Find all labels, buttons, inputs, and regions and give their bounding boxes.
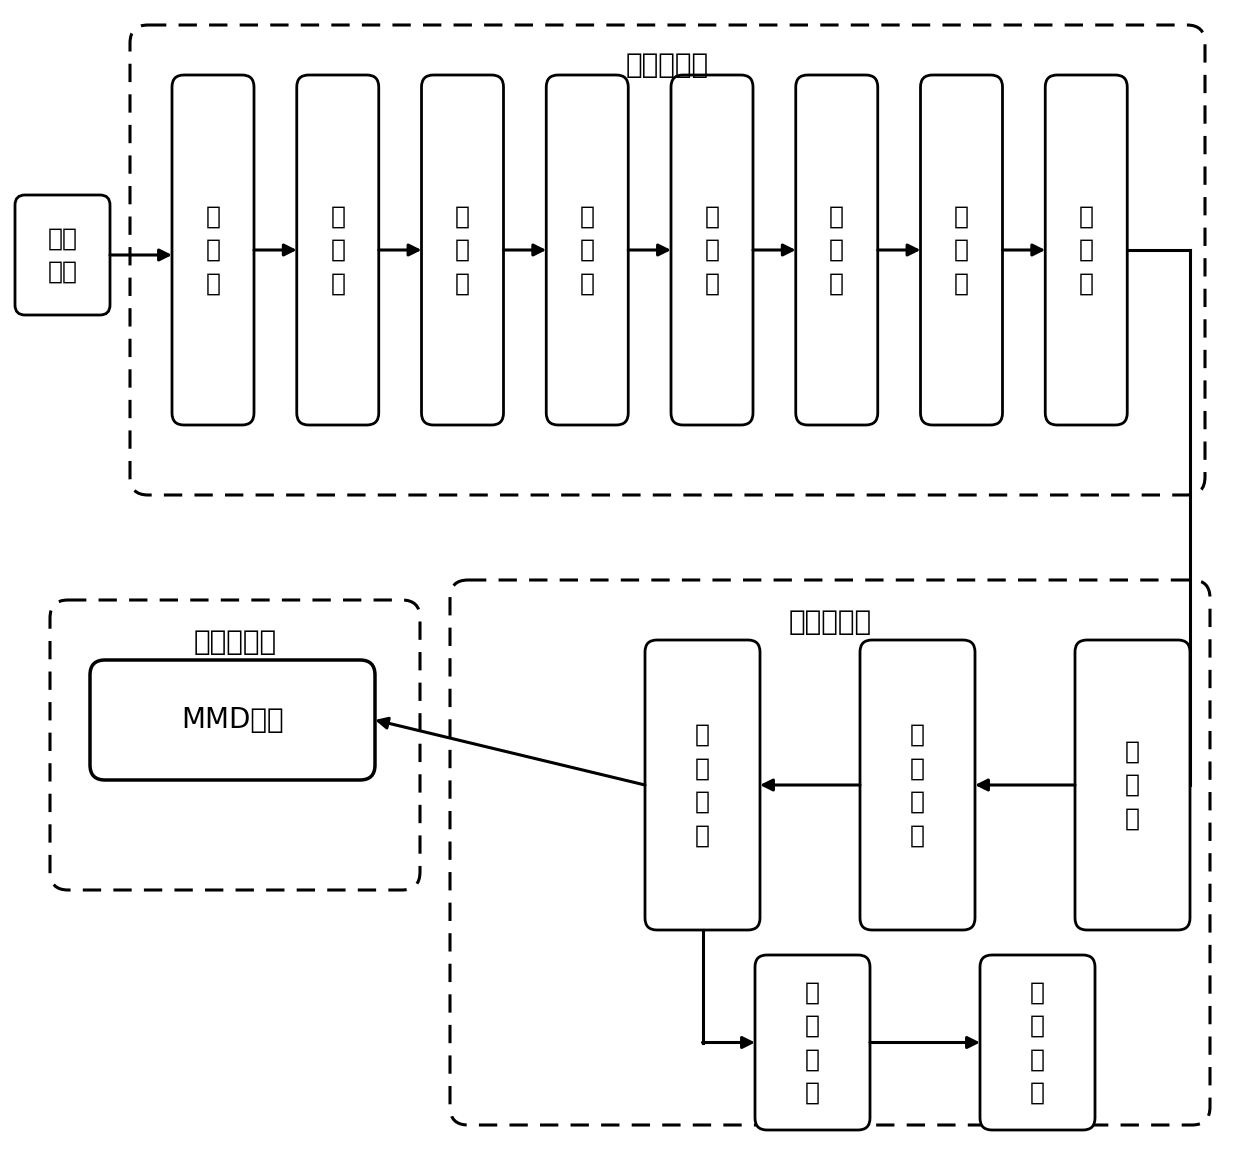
Text: 池
化
层: 池 化 层 <box>830 204 844 295</box>
Text: 卷
积
层: 卷 积 层 <box>455 204 470 295</box>
FancyBboxPatch shape <box>861 640 975 930</box>
Text: 输入
数据: 输入 数据 <box>47 226 77 284</box>
Text: 全
连
接
层: 全 连 接 层 <box>694 722 711 847</box>
FancyBboxPatch shape <box>920 75 1002 425</box>
Text: 卷
积
层: 卷 积 层 <box>704 204 719 295</box>
Text: 域适应模块: 域适应模块 <box>193 628 277 655</box>
Text: 状
态
识
别: 状 态 识 别 <box>1030 980 1045 1104</box>
Text: 特征提取器: 特征提取器 <box>626 51 709 78</box>
Text: 状态识别器: 状态识别器 <box>789 608 872 636</box>
FancyBboxPatch shape <box>796 75 878 425</box>
Text: 卷
积
层: 卷 积 层 <box>206 204 221 295</box>
FancyBboxPatch shape <box>172 75 254 425</box>
Text: 输
出
概
率: 输 出 概 率 <box>805 980 820 1104</box>
FancyBboxPatch shape <box>645 640 760 930</box>
Text: 平
铺
层: 平 铺 层 <box>1125 740 1140 831</box>
FancyBboxPatch shape <box>755 956 870 1130</box>
FancyBboxPatch shape <box>1075 640 1190 930</box>
FancyBboxPatch shape <box>91 660 374 780</box>
FancyBboxPatch shape <box>296 75 378 425</box>
FancyBboxPatch shape <box>547 75 629 425</box>
FancyBboxPatch shape <box>422 75 503 425</box>
Text: 卷
积
层: 卷 积 层 <box>954 204 968 295</box>
FancyBboxPatch shape <box>15 195 110 315</box>
FancyBboxPatch shape <box>980 956 1095 1130</box>
Text: 池
化
层: 池 化 层 <box>580 204 595 295</box>
FancyBboxPatch shape <box>1045 75 1127 425</box>
FancyBboxPatch shape <box>671 75 753 425</box>
Text: 池
化
层: 池 化 层 <box>1079 204 1094 295</box>
Text: 池
化
层: 池 化 层 <box>330 204 345 295</box>
Text: 全
连
接
层: 全 连 接 层 <box>910 722 925 847</box>
Text: MMD度量: MMD度量 <box>181 706 284 734</box>
